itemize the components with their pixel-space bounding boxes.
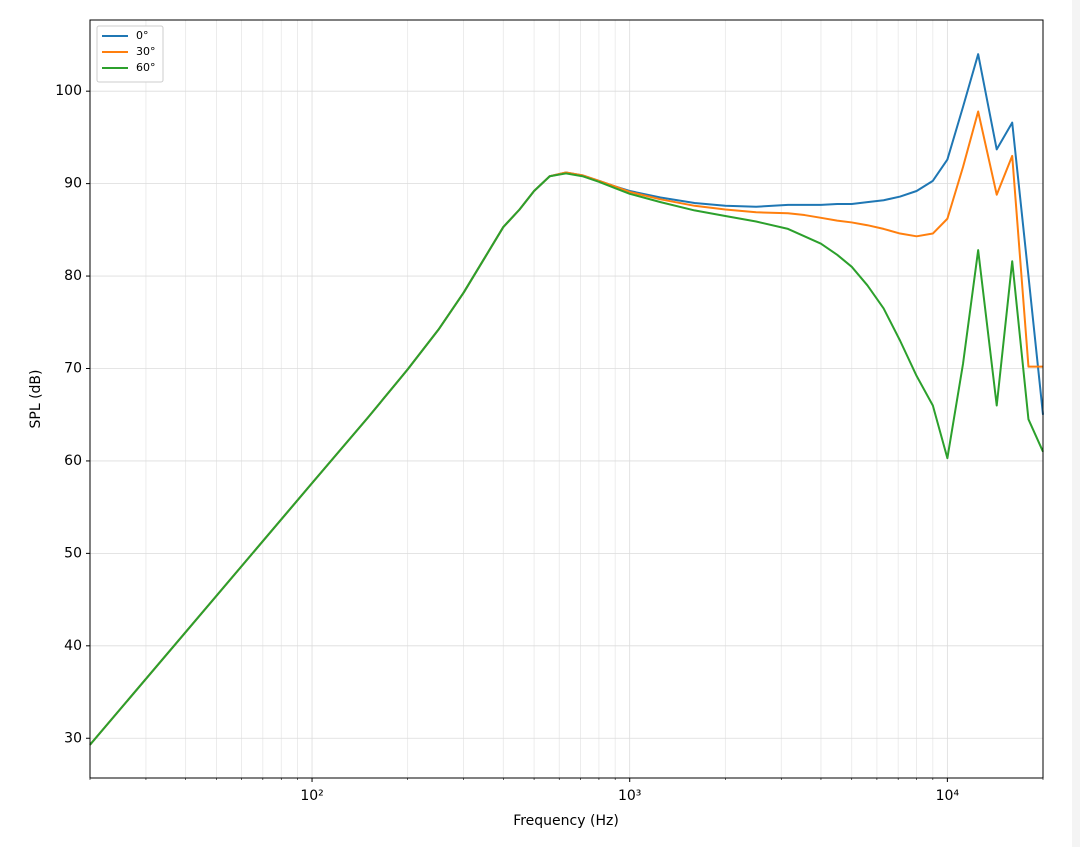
y-tick-label: 70 <box>64 360 82 376</box>
x-axis-label: Frequency (Hz) <box>513 813 619 829</box>
series-line <box>89 172 1044 746</box>
y-tick-label: 60 <box>64 453 82 469</box>
x-tick-label: 10⁴ <box>936 788 960 804</box>
grid <box>86 20 1044 782</box>
y-tick-label: 50 <box>64 545 82 561</box>
y-tick-label: 90 <box>64 176 82 192</box>
legend-label: 30° <box>136 45 156 58</box>
series-line <box>89 110 1043 746</box>
y-tick-label: 100 <box>55 83 82 99</box>
series-line <box>89 53 1044 746</box>
y-tick-label: 30 <box>64 730 82 746</box>
legend-label: 60° <box>136 61 156 74</box>
plot-frame <box>89 19 1044 779</box>
x-tick-label: 10² <box>300 788 323 804</box>
y-tick-label: 80 <box>64 268 82 284</box>
y-tick-label: 40 <box>64 638 82 654</box>
plot-lines <box>89 53 1044 746</box>
x-tick-label: 10³ <box>618 788 641 804</box>
scrollbar-track <box>1072 0 1080 847</box>
legend: 0° 30° 60° <box>96 25 164 83</box>
legend-label: 0° <box>136 29 149 42</box>
y-axis-label: SPL (dB) <box>28 370 44 429</box>
